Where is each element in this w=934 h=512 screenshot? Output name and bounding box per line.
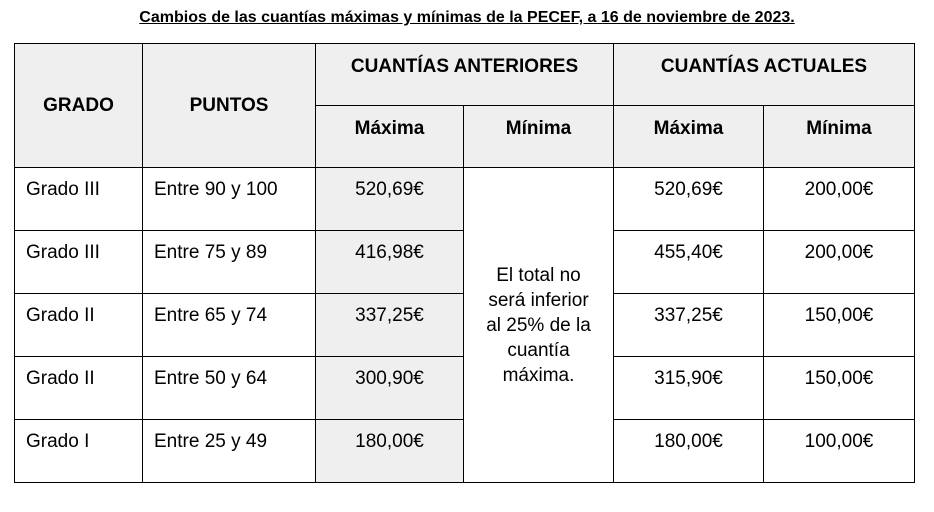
note-line: cuantía xyxy=(507,339,570,361)
header-grado: GRADO xyxy=(14,43,143,168)
cell-puntos: Entre 75 y 89 xyxy=(142,230,316,294)
note-line: máxima. xyxy=(502,364,575,386)
document-title: Cambios de las cuantías máximas y mínima… xyxy=(139,9,795,26)
cell-actuales-maxima: 337,25€ xyxy=(613,293,764,357)
cell-anteriores-maxima: 300,90€ xyxy=(315,356,464,420)
cell-actuales-maxima: 455,40€ xyxy=(613,230,764,294)
cell-actuales-minima: 200,00€ xyxy=(763,167,915,231)
header-puntos: PUNTOS xyxy=(142,43,316,168)
table-row: Grado II Entre 65 y 74 337,25€ 337,25€ 1… xyxy=(14,293,915,357)
header-anteriores-maxima: Máxima xyxy=(315,105,464,168)
cuantias-table: GRADO PUNTOS CUANTÍAS ANTERIORES CUANTÍA… xyxy=(14,43,915,483)
cell-actuales-maxima: 520,69€ xyxy=(613,167,764,231)
cell-grado: Grado II xyxy=(14,293,143,357)
note-line: será inferior xyxy=(488,289,589,311)
cell-puntos: Entre 65 y 74 xyxy=(142,293,316,357)
table-row: Grado II Entre 50 y 64 300,90€ 315,90€ 1… xyxy=(14,356,915,420)
cell-anteriores-minima-note: El total no será inferior al 25% de la c… xyxy=(463,167,614,483)
note-line: El total no xyxy=(496,264,581,286)
cell-anteriores-maxima: 520,69€ xyxy=(315,167,464,231)
cell-anteriores-maxima: 416,98€ xyxy=(315,230,464,294)
cell-puntos: Entre 90 y 100 xyxy=(142,167,316,231)
header-actuales-minima: Mínima xyxy=(763,105,915,168)
table-row: Grado I Entre 25 y 49 180,00€ 180,00€ 10… xyxy=(14,419,915,483)
cell-puntos: Entre 25 y 49 xyxy=(142,419,316,483)
cell-anteriores-maxima: 180,00€ xyxy=(315,419,464,483)
table-row: Grado III Entre 90 y 100 520,69€ El tota… xyxy=(14,167,915,483)
cell-grado: Grado I xyxy=(14,419,143,483)
cell-actuales-minima: 150,00€ xyxy=(763,356,915,420)
cell-actuales-maxima: 315,90€ xyxy=(613,356,764,420)
cell-actuales-minima: 200,00€ xyxy=(763,230,915,294)
header-actuales-maxima: Máxima xyxy=(613,105,764,168)
cell-actuales-maxima: 180,00€ xyxy=(613,419,764,483)
header-cuantias-actuales: CUANTÍAS ACTUALES xyxy=(613,43,915,106)
cell-grado: Grado III xyxy=(14,167,143,231)
cell-grado: Grado III xyxy=(14,230,143,294)
cell-anteriores-maxima: 337,25€ xyxy=(315,293,464,357)
cell-actuales-minima: 150,00€ xyxy=(763,293,915,357)
note-line: al 25% de la xyxy=(486,314,591,336)
table-row: Grado III Entre 75 y 89 416,98€ 455,40€ … xyxy=(14,230,915,294)
header-anteriores-minima: Mínima xyxy=(463,105,614,168)
cell-puntos: Entre 50 y 64 xyxy=(142,356,316,420)
header-cuantias-anteriores: CUANTÍAS ANTERIORES xyxy=(315,43,614,106)
cell-actuales-minima: 100,00€ xyxy=(763,419,915,483)
cell-grado: Grado II xyxy=(14,356,143,420)
